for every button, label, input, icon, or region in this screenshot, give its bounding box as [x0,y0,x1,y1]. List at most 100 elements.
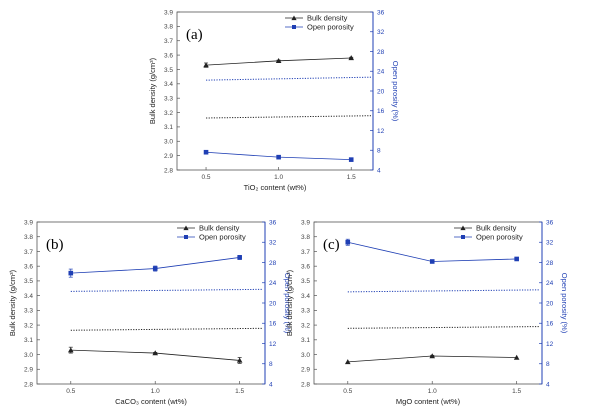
y2-tick-label: 36 [377,9,385,16]
y-tick-label: 3.9 [24,219,33,226]
reference-line-dotted-black [347,326,541,329]
bulk-density-point [429,353,436,359]
y-tick-label: 3.2 [164,110,173,117]
legend-porosity-label: Open porosity [307,23,354,32]
bulk-density-point [348,55,355,61]
bulk-density-point [275,58,282,64]
bulk-density-point [203,62,209,68]
reference-line-dotted-black [70,327,264,331]
legend-porosity-label: Open porosity [476,233,523,242]
y-tick-label: 3.8 [301,234,310,241]
y2-tick-label: 32 [377,29,385,36]
y2-tick-label: 4 [377,167,381,174]
reference-line-dotted-blue [206,76,372,81]
y-tick-label: 3.2 [301,322,310,329]
y-tick-label: 2.9 [24,367,33,374]
legend-porosity-marker [292,25,296,29]
y2-axis-label: Open porosity (%) [283,273,292,334]
x-tick-label: 0.5 [343,388,352,395]
legend-bulk-label: Bulk density [307,14,348,23]
y-axis-label: Bulk density (g/cm³) [8,269,17,336]
legend-porosity-marker [184,235,188,239]
x-tick-label: 1.0 [151,388,160,395]
y2-tick-label: 24 [377,69,385,76]
y2-tick-label: 36 [546,219,554,226]
open-porosity-point [514,256,519,262]
y2-tick-label: 8 [546,361,550,368]
legend-bulk-marker [183,225,189,231]
y-tick-label: 3.3 [24,308,33,315]
y2-tick-label: 12 [546,341,554,348]
legend-bulk-marker [291,15,297,21]
y2-tick-label: 20 [269,300,277,307]
y2-tick-label: 36 [269,219,277,226]
bulk-density-point [67,347,74,353]
x-axis-label: MgO content (wt%) [396,397,461,406]
y-tick-label: 3.6 [164,52,173,59]
y-tick-label: 3.1 [24,337,33,344]
y-tick-label: 3.7 [24,249,33,256]
y2-tick-label: 4 [269,381,273,388]
y-tick-label: 3.9 [301,219,310,226]
y2-axis-label: Open porosity (%) [391,61,400,122]
open-porosity-point [348,157,354,162]
y-tick-label: 3.6 [24,263,33,270]
reference-line-dotted-black [206,115,372,119]
y2-tick-label: 20 [546,300,554,307]
open-porosity-point [203,149,209,155]
y-tick-label: 3.5 [301,278,310,285]
y-tick-label: 3.6 [301,263,310,270]
y2-tick-label: 28 [269,260,277,267]
x-tick-label: 1.0 [274,174,283,181]
y-tick-label: 3.0 [164,139,173,146]
y-tick-label: 3.1 [301,337,310,344]
y2-tick-label: 16 [377,108,385,115]
panel-a: 2.8 2.9 3.0 3.1 3.2 3.3 3.4 3.5 3.6 3.7 3.8 3.9 4 8 12… [148,9,400,192]
legend-bulk-label: Bulk density [199,224,240,233]
y2-tick-label: 20 [377,88,385,95]
y2-tick-label: 24 [269,280,277,287]
bulk-density-point [236,357,243,363]
y-tick-label: 3.5 [164,67,173,74]
x-axis-label: TiO₂ content (wt%) [244,183,307,192]
y-tick-label: 2.9 [301,367,310,374]
y-tick-label: 3.4 [164,81,173,88]
y-tick-label: 3.3 [301,308,310,315]
y2-axis-label: Open porosity (%) [560,273,569,334]
y2-tick-label: 28 [377,49,385,56]
bulk-density-point [513,354,520,360]
bulk-density-point [344,359,351,365]
panel-b: 2.8 2.9 3.0 3.1 3.2 3.3 3.4 3.5 3.6 3.7 3.8 3.9 4 8 12… [8,219,292,406]
open-porosity-point [276,154,281,160]
y-tick-label: 3.1 [164,124,173,131]
y2-tick-label: 8 [269,361,273,368]
x-tick-label: 1.5 [347,174,356,181]
y2-tick-label: 16 [546,321,554,328]
y2-tick-label: 8 [377,148,381,155]
y-tick-label: 3.0 [301,352,310,359]
open-porosity-point [345,239,351,245]
bulk-density-point [152,350,159,356]
y-tick-label: 3.0 [24,352,33,359]
y2-tick-label: 32 [546,240,554,247]
y-tick-label: 3.2 [24,322,33,329]
open-porosity-point [68,270,74,276]
y-tick-label: 3.8 [24,234,33,241]
reference-line-dotted-blue [70,288,264,292]
panel-label: (a) [186,27,203,43]
legend-porosity-label: Open porosity [199,233,246,242]
y2-tick-label: 16 [269,321,277,328]
y2-tick-label: 24 [546,280,554,287]
y2-tick-label: 12 [269,341,277,348]
y2-tick-label: 32 [269,240,277,247]
porosity-series-line [347,241,517,262]
plot-frame [176,11,374,171]
x-tick-label: 1.0 [428,388,437,395]
plot-frame [313,221,543,385]
y-tick-label: 2.9 [164,153,173,160]
y2-tick-label: 28 [546,260,554,267]
panel-label: (c) [323,237,340,253]
y-axis-label: Bulk density (g/cm³) [285,269,294,336]
x-axis-label: CaCO₃ content (wt%) [115,397,187,406]
x-tick-label: 1.5 [512,388,521,395]
